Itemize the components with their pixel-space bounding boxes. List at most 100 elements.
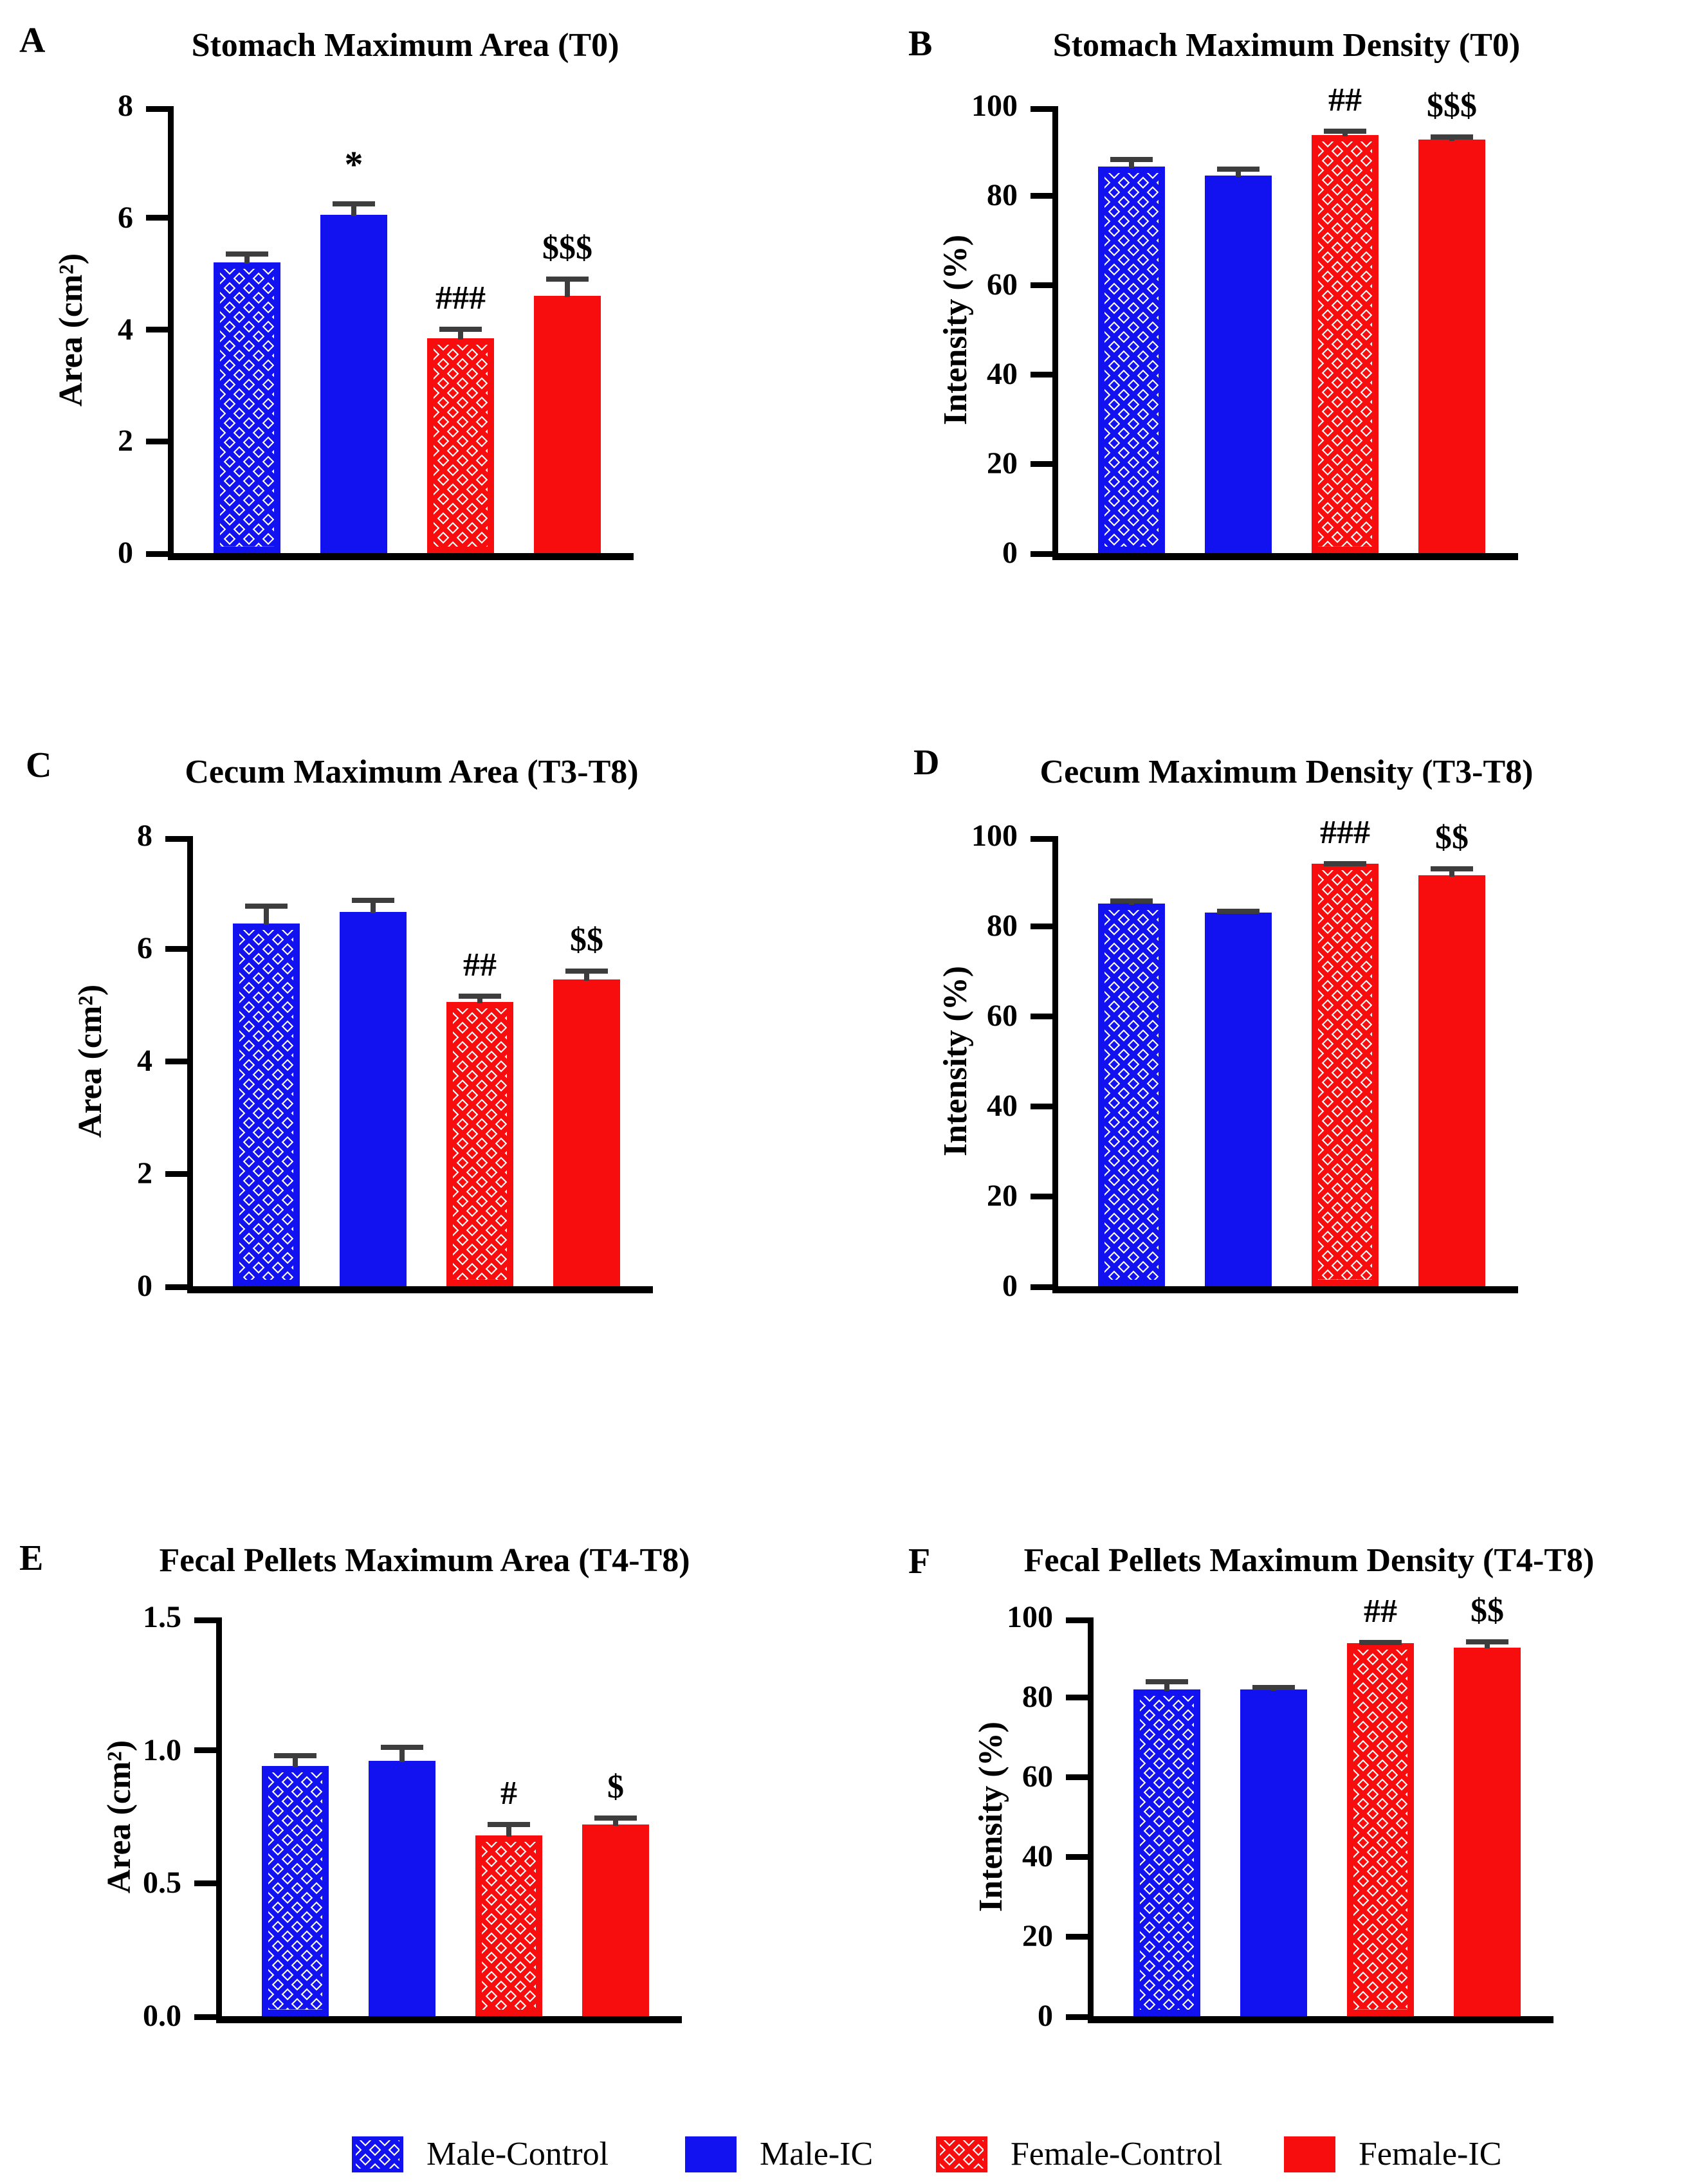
y-tick-label: 60 bbox=[1022, 1760, 1053, 1794]
error-bar-stem bbox=[264, 904, 269, 925]
bar-male-control bbox=[1133, 1689, 1200, 2016]
error-bar-cap bbox=[1110, 898, 1153, 904]
y-tick-mark bbox=[165, 1284, 187, 1290]
y-axis-label: Area (cm²) bbox=[101, 1740, 138, 1894]
bar-male-control bbox=[262, 1766, 329, 2016]
significance-label: ### bbox=[435, 280, 486, 317]
bar-female-ic bbox=[553, 979, 620, 1286]
panel-title: Cecum Maximum Area (T3-T8) bbox=[185, 754, 639, 790]
y-tick-mark bbox=[1031, 923, 1052, 929]
panel-letter: C bbox=[26, 745, 52, 785]
panel-fecal-density: F Fecal Pellets Maximum Density (T4-T8) … bbox=[862, 1531, 1695, 2052]
y-tick-label: 20 bbox=[987, 1179, 1018, 1213]
error-bar-stem bbox=[1449, 866, 1454, 877]
y-axis-line bbox=[1052, 836, 1058, 1293]
bar-male-ic bbox=[369, 1761, 435, 2016]
y-tick-label: 60 bbox=[987, 999, 1018, 1033]
x-axis-line bbox=[216, 2016, 682, 2023]
y-tick-mark bbox=[1066, 1933, 1088, 1940]
y-axis-line bbox=[187, 836, 193, 1293]
legend-label: Female-IC bbox=[1359, 2136, 1502, 2172]
bar-female-ic bbox=[582, 1825, 649, 2016]
y-tick-mark bbox=[1031, 1103, 1052, 1109]
y-axis-label: Intensity (%) bbox=[937, 234, 974, 425]
x-axis-line bbox=[1088, 2016, 1553, 2023]
error-bar-cap bbox=[274, 1752, 316, 1758]
bar-plot: 0 20 40 60 80 100 Intensity (%) ## $$ bbox=[973, 1594, 1579, 2042]
significance-label: $$ bbox=[570, 921, 603, 958]
error-bar-cap bbox=[1431, 866, 1473, 871]
y-tick-mark bbox=[1066, 2014, 1088, 2020]
bar-female-control bbox=[1347, 1643, 1414, 2016]
y-axis-label: Intensity (%) bbox=[973, 1721, 1009, 1913]
y-tick-label: 2 bbox=[118, 424, 133, 459]
y-tick-mark bbox=[146, 438, 168, 444]
bar-male-ic bbox=[1240, 1689, 1307, 2016]
y-tick-label: 0 bbox=[1038, 1999, 1053, 2033]
panel-title: Fecal Pellets Maximum Density (T4-T8) bbox=[1023, 1542, 1595, 1579]
bar-male-control bbox=[1098, 166, 1165, 553]
error-bar-stem bbox=[244, 251, 250, 264]
panel-title: Cecum Maximum Density (T3-T8) bbox=[1040, 754, 1534, 790]
y-tick-label: 0 bbox=[1002, 1269, 1018, 1303]
bar-plot: 0.0 0.5 1.0 1.5 Area (cm²) # $ bbox=[101, 1602, 708, 2042]
bar-female-ic bbox=[1418, 875, 1485, 1286]
y-tick-mark bbox=[1031, 282, 1052, 288]
error-bar-cap bbox=[1431, 134, 1473, 140]
y-tick-label: 8 bbox=[137, 819, 152, 853]
error-bar-cap bbox=[333, 201, 375, 206]
y-tick-label: 40 bbox=[987, 357, 1018, 391]
y-tick-label: 20 bbox=[1022, 1919, 1053, 1953]
y-tick-label: 0 bbox=[137, 1269, 152, 1303]
panel-title: Stomach Maximum Area (T0) bbox=[191, 27, 619, 64]
y-axis-label: Area (cm²) bbox=[72, 984, 109, 1138]
error-bar-stem bbox=[613, 1815, 618, 1826]
error-bar-cap bbox=[594, 1815, 637, 1821]
legend-swatch-female-control bbox=[936, 2136, 987, 2172]
y-axis-line bbox=[168, 106, 174, 560]
significance-label: $$$ bbox=[1427, 87, 1477, 124]
error-bar-cap bbox=[1359, 1640, 1402, 1646]
y-tick-mark bbox=[146, 327, 168, 332]
error-bar-stem bbox=[1129, 156, 1134, 168]
y-tick-label: 1.5 bbox=[143, 1600, 181, 1634]
y-tick-mark bbox=[165, 945, 187, 952]
panel-letter: B bbox=[908, 24, 933, 64]
legend-swatch-male-ic bbox=[685, 2136, 737, 2172]
x-axis-line bbox=[168, 553, 634, 560]
y-tick-label: 40 bbox=[987, 1089, 1018, 1123]
legend-label: Male-Control bbox=[426, 2136, 609, 2172]
y-tick-mark bbox=[146, 106, 168, 112]
y-tick-mark bbox=[1031, 1193, 1052, 1199]
x-axis-line bbox=[187, 1286, 653, 1293]
y-tick-mark bbox=[1031, 460, 1052, 467]
y-tick-mark bbox=[165, 1170, 187, 1177]
y-axis-label: Intensity (%) bbox=[937, 965, 974, 1157]
bar-female-control bbox=[475, 1835, 542, 2016]
y-tick-label: 0 bbox=[118, 536, 133, 570]
error-bar-stem bbox=[351, 201, 356, 217]
y-tick-mark bbox=[146, 551, 168, 557]
error-bar-cap bbox=[488, 1822, 530, 1828]
panel-letter: D bbox=[913, 743, 940, 783]
error-bar-cap bbox=[565, 968, 608, 974]
significance-label: ### bbox=[1320, 814, 1370, 851]
y-tick-mark bbox=[1031, 1013, 1052, 1019]
error-bar-cap bbox=[439, 327, 482, 332]
error-bar-cap bbox=[381, 1745, 423, 1751]
panel-stomach-area: A Stomach Maximum Area (T0) 0 2 4 6 8 Area (c… bbox=[13, 13, 849, 695]
panel-stomach-density: B Stomach Maximum Density (T0) 0 20 40 60 80… bbox=[862, 13, 1695, 695]
error-bar-cap bbox=[1252, 1685, 1295, 1691]
significance-label: $$ bbox=[1471, 1592, 1504, 1630]
y-tick-label: 60 bbox=[987, 268, 1018, 302]
error-bar-cap bbox=[1324, 128, 1366, 134]
legend-label: Female-Control bbox=[1011, 2136, 1223, 2172]
error-bar-stem bbox=[293, 1752, 298, 1768]
y-tick-mark bbox=[1031, 836, 1052, 842]
y-tick-mark bbox=[1031, 192, 1052, 199]
error-bar-cap bbox=[1466, 1639, 1508, 1645]
y-tick-mark bbox=[1066, 1853, 1088, 1860]
bar-female-control bbox=[1312, 864, 1379, 1286]
y-tick-mark bbox=[194, 2014, 216, 2020]
